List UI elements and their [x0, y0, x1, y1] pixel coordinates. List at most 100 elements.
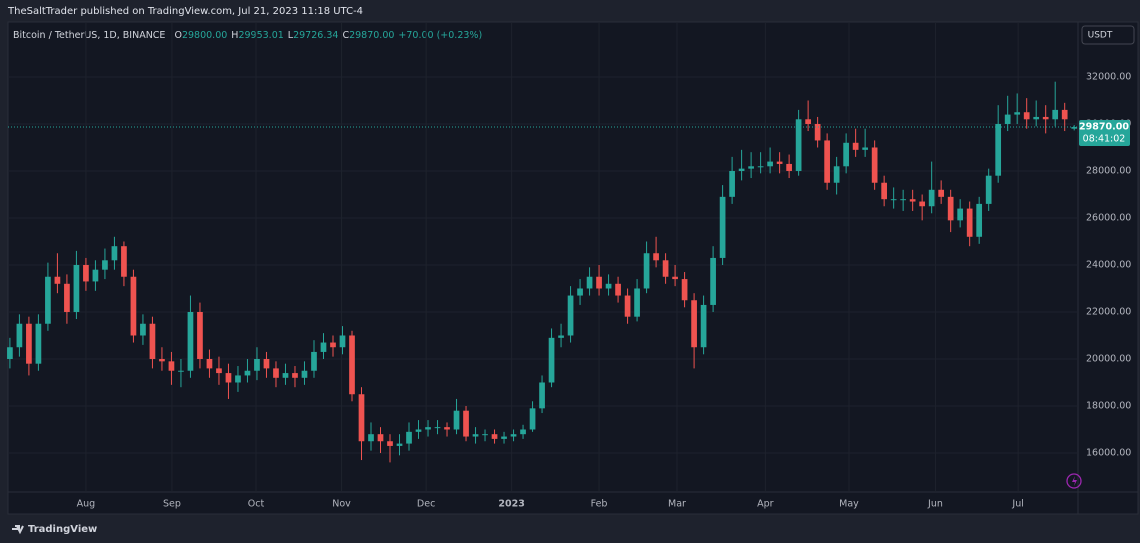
- legend: Bitcoin / TetherUS, 1D, BINANCE O29800.0…: [13, 30, 482, 41]
- candle-body: [16, 323, 23, 348]
- candle-body: [719, 196, 726, 258]
- symbol: Bitcoin / TetherUS, 1D, BINANCE: [13, 30, 165, 41]
- y-tick-label: 28000.00: [1086, 165, 1131, 176]
- candle-body: [26, 323, 32, 364]
- candle-body: [282, 373, 289, 378]
- candle-body: [995, 123, 1002, 176]
- candle-body: [349, 335, 355, 395]
- candle-body: [539, 382, 545, 409]
- x-tick-label: Aug: [77, 499, 96, 510]
- candle-body: [64, 283, 70, 312]
- y-tick-label: 20000.00: [1086, 353, 1131, 364]
- candle-body: [7, 347, 13, 359]
- candle-body: [985, 175, 992, 204]
- candle-body: [947, 196, 954, 221]
- candle-body: [415, 429, 422, 432]
- candle-body: [596, 276, 602, 289]
- candle-body: [672, 276, 678, 280]
- header: TheSaltTrader published on TradingView.c…: [7, 6, 363, 17]
- y-tick-label: 16000.00: [1086, 447, 1131, 458]
- currency-box: [1081, 25, 1135, 45]
- candle-body: [919, 201, 926, 207]
- candle-body: [368, 434, 374, 442]
- candle-body: [111, 246, 118, 261]
- candle-body: [1014, 112, 1021, 115]
- chart-pane: [7, 21, 1139, 515]
- candle-body: [928, 189, 935, 207]
- candle-body: [757, 166, 764, 168]
- candle-body: [909, 199, 916, 202]
- legend-value: 29870.00: [349, 30, 394, 41]
- candle-body: [463, 410, 469, 437]
- candle-body: [225, 373, 232, 383]
- candle-body: [567, 295, 574, 336]
- y-tick-label: 26000.00: [1086, 212, 1131, 223]
- candle-body: [871, 147, 878, 183]
- y-tick-label: 22000.00: [1086, 306, 1131, 317]
- candle-body: [83, 264, 89, 282]
- candle-body: [130, 276, 137, 336]
- candle-body: [976, 203, 983, 237]
- candle-body: [643, 253, 650, 289]
- candle-body: [140, 323, 146, 336]
- candle-body: [520, 429, 526, 435]
- candle-body: [121, 246, 127, 277]
- candle-body: [434, 427, 441, 429]
- candle-body: [1004, 114, 1011, 124]
- candle-body: [330, 342, 336, 348]
- x-tick-label: Oct: [248, 499, 265, 510]
- lightning-icon[interactable]: [1066, 473, 1082, 489]
- x-tick-label: 2023: [498, 499, 524, 510]
- x-tick-label: May: [839, 499, 859, 510]
- candle-body: [45, 276, 51, 324]
- candle-body: [814, 123, 821, 141]
- candle-body: [957, 208, 964, 221]
- candle-body: [786, 163, 792, 171]
- candle-body: [729, 170, 735, 197]
- candle-body: [700, 304, 707, 348]
- candle-body: [843, 142, 849, 167]
- candle-body: [1042, 116, 1049, 120]
- candle-body: [615, 283, 621, 296]
- candle-body: [263, 358, 270, 369]
- candle-body: [510, 434, 517, 437]
- candle-body: [311, 351, 317, 371]
- candle-body: [862, 147, 868, 150]
- candle-body: [472, 434, 479, 437]
- x-tick-label: Jul: [1011, 499, 1023, 510]
- price-tag: [1079, 120, 1130, 147]
- logo: [12, 525, 24, 535]
- candle-body: [453, 410, 460, 430]
- candle-body: [54, 276, 61, 284]
- candle-body: [586, 276, 593, 289]
- countdown: 08:41:02: [1083, 134, 1126, 145]
- legend-change: +70.00 (+0.23%): [398, 30, 482, 41]
- candles: [7, 81, 1078, 463]
- candle-body: [529, 408, 536, 430]
- legend-key: L: [288, 30, 294, 41]
- candle-body: [320, 342, 327, 352]
- candle-body: [206, 358, 213, 369]
- candle-body: [149, 323, 156, 359]
- legend-value: 29800.00: [182, 30, 227, 41]
- candle-body: [548, 337, 555, 383]
- candle-body: [244, 370, 251, 376]
- candle-body: [491, 434, 498, 439]
- candle-body: [377, 434, 384, 442]
- candle-body: [805, 119, 811, 124]
- x-tick-label: Sep: [163, 499, 181, 510]
- candle-body: [938, 189, 945, 197]
- candle-body: [396, 443, 403, 446]
- candle-body: [159, 358, 165, 362]
- candle-body: [653, 253, 659, 261]
- candle-body: [881, 182, 887, 200]
- legend-value: 29726.34: [293, 30, 338, 41]
- y-tick-label: 24000.00: [1086, 259, 1131, 270]
- x-tick-label: Apr: [757, 499, 774, 510]
- y-tick-label: 32000.00: [1086, 71, 1131, 82]
- x-tick-label: Jun: [927, 499, 943, 510]
- candle-body: [1023, 112, 1030, 120]
- candle-body: [605, 283, 612, 289]
- candle-body: [501, 436, 507, 439]
- x-tick-label: Nov: [332, 499, 351, 510]
